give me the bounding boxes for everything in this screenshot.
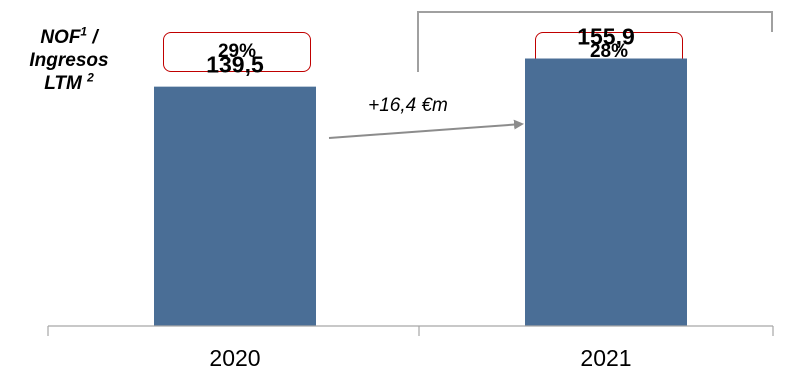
footnote-2-marker: 2 bbox=[87, 70, 94, 85]
ratio-label-line-1: NOF1 / bbox=[40, 24, 98, 48]
data-label-2020: 139,5 bbox=[206, 52, 264, 78]
footnote-1-marker: 1 bbox=[80, 24, 88, 39]
change-arrow bbox=[328, 119, 524, 139]
ratio-box-2020: 29% bbox=[163, 32, 311, 72]
ratio-label-line-3: LTM 2 bbox=[44, 70, 94, 94]
change-label: +16,4 €m bbox=[368, 95, 448, 116]
ratio-row-label: NOF1 / Ingresos LTM 2 bbox=[4, 26, 134, 95]
ratio-label-line-2: Ingresos bbox=[29, 50, 109, 71]
data-label-2021: 155,9 bbox=[577, 24, 635, 50]
bar-2021 bbox=[525, 58, 687, 326]
x-tick-label-2020: 2020 bbox=[209, 345, 260, 371]
bracket-connector bbox=[417, 11, 773, 72]
x-tick-label-2021: 2021 bbox=[580, 345, 631, 371]
bar-2020 bbox=[154, 86, 316, 326]
